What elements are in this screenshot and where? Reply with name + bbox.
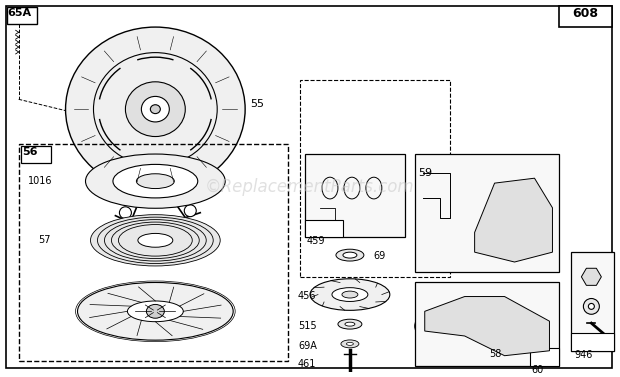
Text: 456: 456 xyxy=(298,291,317,300)
Circle shape xyxy=(587,273,595,281)
Ellipse shape xyxy=(347,342,353,345)
Text: 58: 58 xyxy=(490,349,502,359)
Ellipse shape xyxy=(141,97,169,122)
Text: 55: 55 xyxy=(250,99,264,109)
Bar xyxy=(572,252,614,351)
Ellipse shape xyxy=(127,301,184,322)
Text: 65A: 65A xyxy=(7,8,32,18)
Ellipse shape xyxy=(336,249,364,261)
Ellipse shape xyxy=(66,27,245,191)
Text: 57: 57 xyxy=(38,235,51,245)
Ellipse shape xyxy=(310,279,390,310)
Ellipse shape xyxy=(136,174,174,188)
Bar xyxy=(415,153,559,272)
Text: 608: 608 xyxy=(572,7,598,20)
Bar xyxy=(529,348,559,366)
Ellipse shape xyxy=(151,105,161,113)
Bar xyxy=(572,333,614,351)
Text: 459: 459 xyxy=(307,236,326,247)
Polygon shape xyxy=(475,178,552,262)
Circle shape xyxy=(184,205,197,217)
Text: 69A: 69A xyxy=(298,341,317,351)
Bar xyxy=(20,146,51,163)
Text: 515: 515 xyxy=(298,321,317,331)
Ellipse shape xyxy=(86,154,225,208)
Ellipse shape xyxy=(345,322,355,326)
Text: 946: 946 xyxy=(574,350,593,360)
Ellipse shape xyxy=(125,82,185,136)
Polygon shape xyxy=(582,268,601,285)
Ellipse shape xyxy=(91,215,220,266)
Text: 56: 56 xyxy=(23,147,38,156)
Ellipse shape xyxy=(343,252,357,258)
Polygon shape xyxy=(423,173,450,218)
Polygon shape xyxy=(425,297,549,356)
Text: ©ReplacementParts.com: ©ReplacementParts.com xyxy=(205,178,415,196)
Ellipse shape xyxy=(415,300,544,352)
Text: 1016: 1016 xyxy=(28,176,52,186)
Ellipse shape xyxy=(113,164,198,198)
Text: 69: 69 xyxy=(374,251,386,261)
Circle shape xyxy=(583,299,600,314)
Ellipse shape xyxy=(78,282,233,340)
Bar xyxy=(559,6,613,27)
Ellipse shape xyxy=(338,319,362,329)
Circle shape xyxy=(120,207,131,219)
Ellipse shape xyxy=(341,340,359,348)
Ellipse shape xyxy=(454,316,505,336)
Bar xyxy=(7,7,37,25)
Text: 461: 461 xyxy=(298,359,316,369)
Bar xyxy=(415,282,559,366)
Ellipse shape xyxy=(342,291,358,298)
Text: 60: 60 xyxy=(531,365,544,375)
Text: 59: 59 xyxy=(418,169,432,178)
Bar xyxy=(19,144,288,361)
Circle shape xyxy=(588,303,595,310)
Bar xyxy=(305,220,343,238)
Ellipse shape xyxy=(138,233,173,247)
Bar xyxy=(300,80,450,277)
Ellipse shape xyxy=(332,288,368,302)
Bar xyxy=(305,153,405,238)
Ellipse shape xyxy=(146,304,164,318)
